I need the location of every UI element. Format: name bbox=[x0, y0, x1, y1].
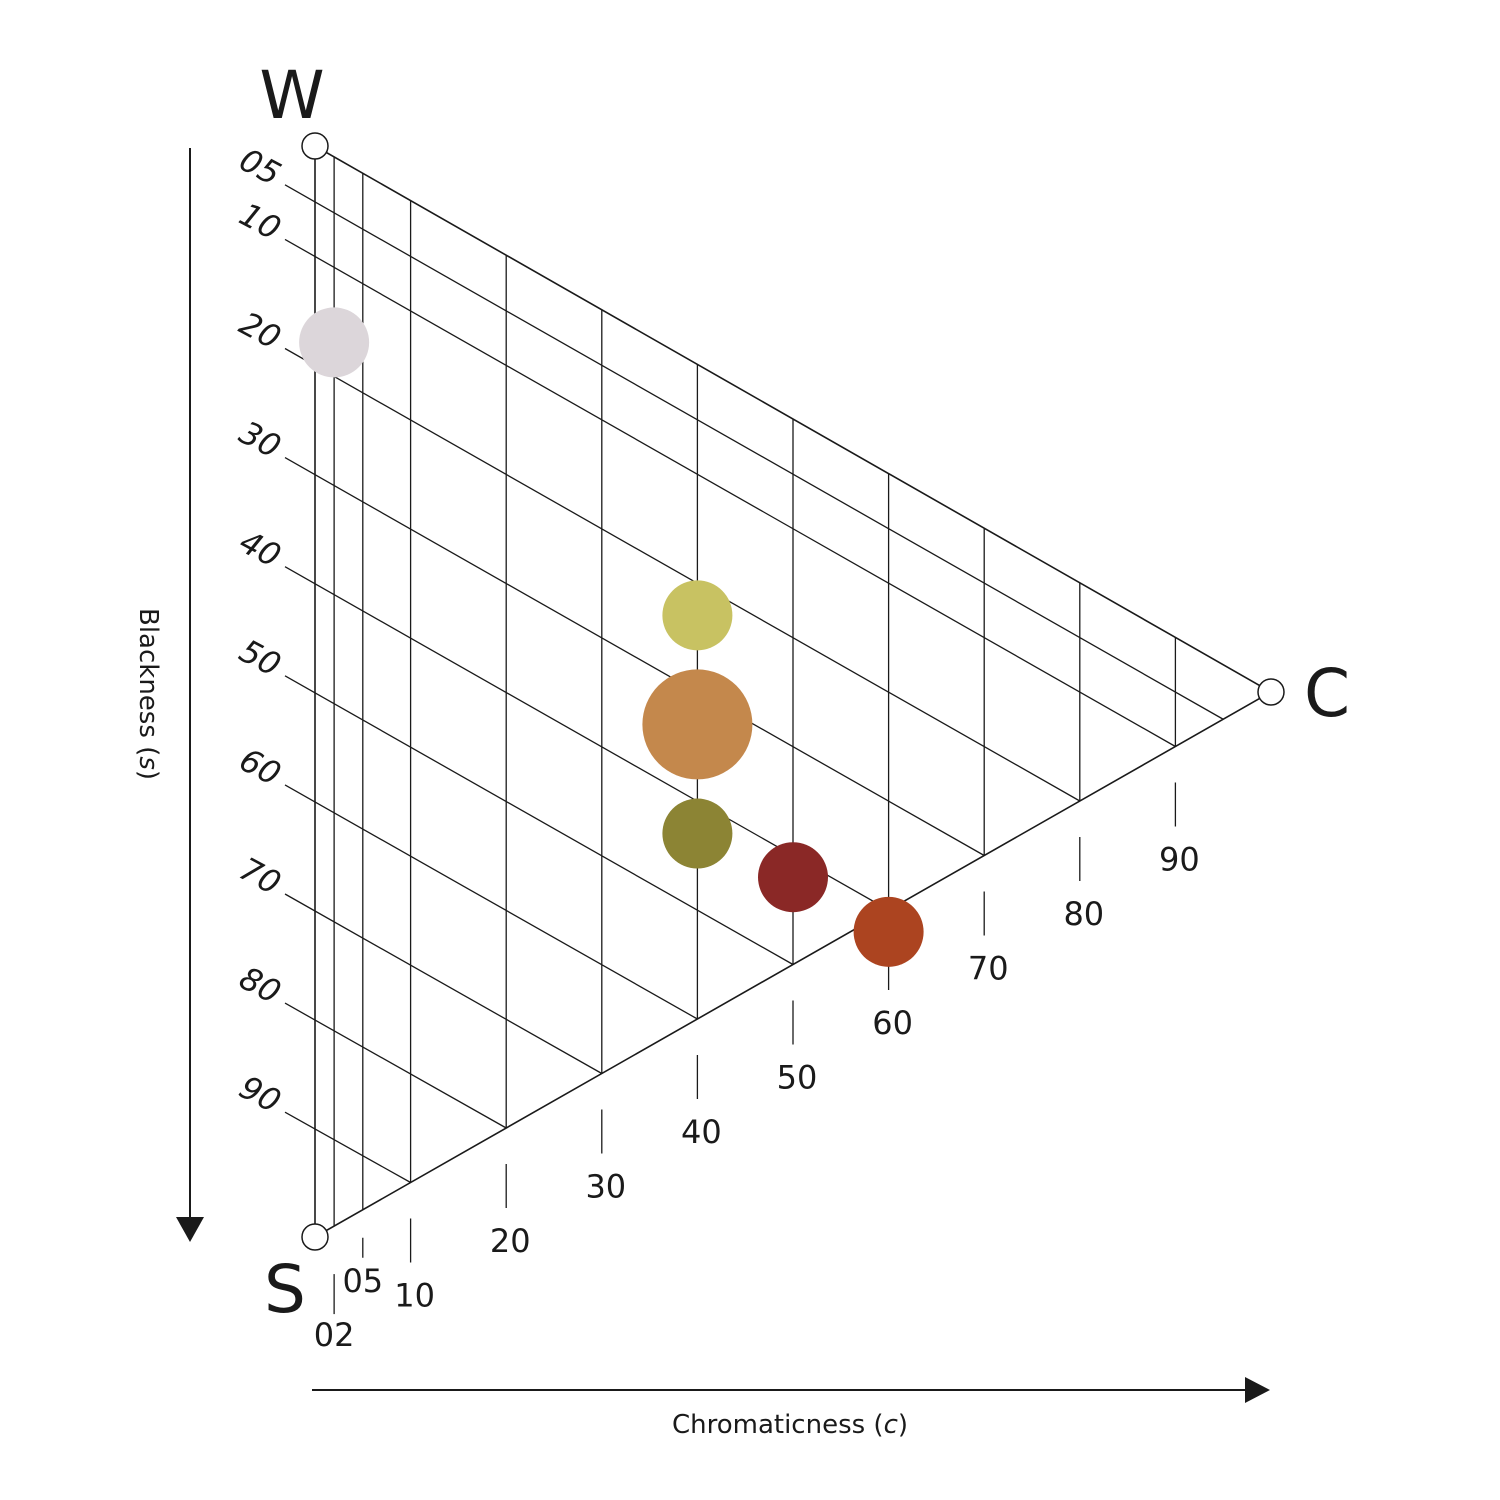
grid-line-blackness bbox=[284, 893, 603, 1075]
blackness-tick-label: 20 bbox=[233, 304, 287, 357]
vertex-label-s: S bbox=[264, 1251, 306, 1328]
blackness-tick-label: 30 bbox=[233, 413, 287, 466]
chromaticness-axis-title: Chromaticness (c) bbox=[672, 1410, 908, 1440]
vertex-label-c: C bbox=[1304, 655, 1350, 732]
color-sample-dot bbox=[662, 798, 733, 869]
grid-line-blackness bbox=[284, 347, 1081, 802]
chromaticness-arrowhead bbox=[1245, 1377, 1270, 1403]
chromatic-vertex-marker bbox=[1257, 678, 1285, 706]
diagram-grid bbox=[284, 144, 1273, 1239]
vertex-label-w: W bbox=[259, 57, 324, 134]
chromaticness-tick-label: 05 bbox=[342, 1262, 383, 1300]
color-samples bbox=[299, 307, 924, 967]
blackness-tick-label: 40 bbox=[233, 522, 287, 575]
grid-line-blackness bbox=[284, 784, 698, 1020]
blackness-tick-label: 90 bbox=[233, 1068, 287, 1121]
blackness-tick-label: 50 bbox=[233, 631, 287, 684]
blackness-tick-label: 80 bbox=[233, 959, 287, 1012]
blackness-arrowhead bbox=[176, 1217, 204, 1242]
chromaticness-tick-label: 50 bbox=[777, 1059, 818, 1097]
blackness-tick-label: 10 bbox=[233, 195, 287, 248]
grid-line-blackness bbox=[284, 238, 1176, 748]
grid-line-blackness bbox=[284, 1002, 507, 1129]
color-sample-dot bbox=[642, 669, 753, 780]
chromaticness-ticks: 02 05 10 20 30 40 50 60 70 80 90 bbox=[314, 782, 1200, 1354]
chromaticness-tick-label: 02 bbox=[314, 1316, 355, 1354]
blackness-tick-label: 60 bbox=[233, 741, 287, 794]
blackness-axis-title: Blackness (s) bbox=[133, 608, 163, 780]
blackness-tick-label: 70 bbox=[233, 850, 287, 903]
grid-line-blackness bbox=[284, 457, 985, 857]
color-sample-dot bbox=[299, 307, 370, 378]
chromaticness-tick-label: 90 bbox=[1159, 841, 1200, 879]
black-vertex-marker bbox=[301, 1223, 329, 1251]
grid-line-blackness bbox=[284, 1111, 411, 1184]
blackness-tick-label: 05 bbox=[233, 141, 287, 194]
chromaticness-tick-label: 80 bbox=[1063, 895, 1104, 933]
grid-line-blackness bbox=[284, 184, 1224, 720]
chromaticness-tick-label: 20 bbox=[490, 1222, 531, 1260]
color-sample-dot bbox=[758, 842, 828, 913]
chromaticness-tick-label: 70 bbox=[968, 950, 1009, 988]
chromaticness-tick-label: 60 bbox=[872, 1004, 913, 1042]
grid-line-blackness bbox=[284, 675, 794, 966]
chromaticness-tick-label: 30 bbox=[585, 1168, 626, 1206]
chromaticness-tick-label: 40 bbox=[681, 1113, 722, 1151]
chromaticness-tick-label: 10 bbox=[394, 1277, 435, 1315]
color-sample-dot bbox=[853, 896, 924, 967]
color-sample-dot bbox=[662, 580, 733, 651]
white-vertex-marker bbox=[301, 132, 329, 160]
